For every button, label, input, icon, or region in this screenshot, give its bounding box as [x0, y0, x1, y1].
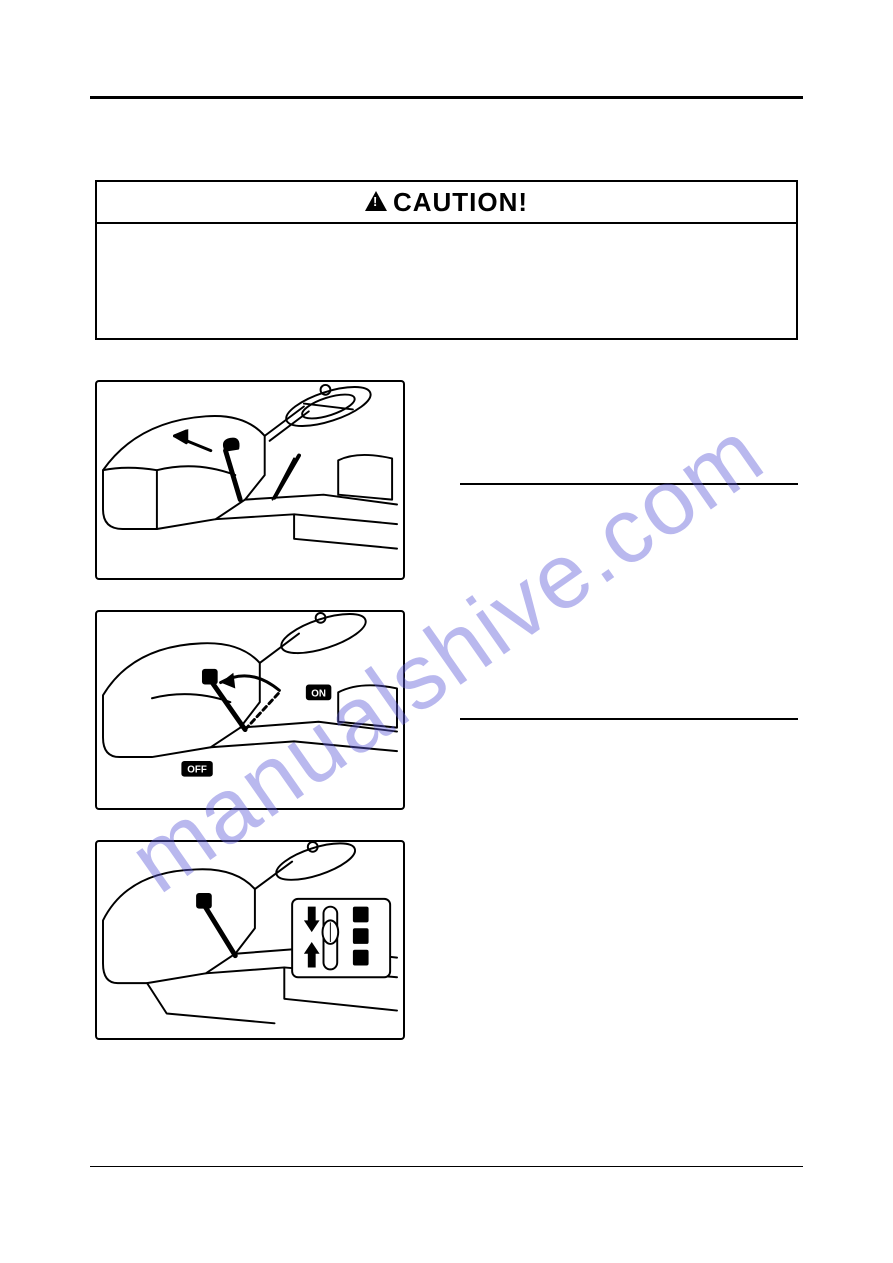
figure-2: ON OFF [95, 610, 405, 810]
inset-panel [292, 899, 390, 977]
section-rule-1 [460, 483, 798, 485]
figure-3 [95, 840, 405, 1040]
caution-header: CAUTION! [97, 182, 796, 224]
figure-3-illustration [97, 842, 403, 1038]
header-rule [90, 96, 803, 99]
off-label: OFF [187, 765, 207, 776]
caution-label: CAUTION! [393, 187, 528, 218]
figure-2-illustration: ON OFF [97, 612, 403, 808]
figure-1-illustration [97, 382, 403, 578]
page: CAUTION! [0, 0, 893, 1263]
footer-rule [90, 1166, 803, 1167]
caution-box: CAUTION! [95, 180, 798, 340]
figure-1 [95, 380, 405, 580]
on-label: ON [311, 688, 326, 699]
warning-triangle-icon [365, 191, 387, 211]
section-rule-2 [460, 718, 798, 720]
